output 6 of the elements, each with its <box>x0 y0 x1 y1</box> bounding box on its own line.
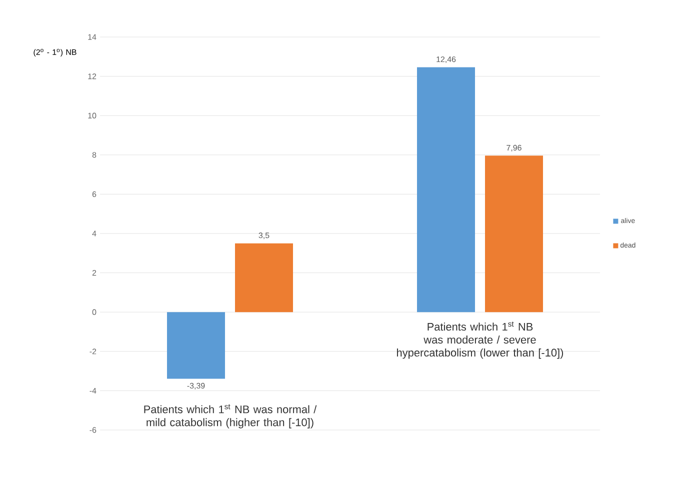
x-tick-label: Patients which 1$^{st}$ NB was moderate / severe hypercatabolism (lower than [-10]) <box>397 322 564 359</box>
bar <box>235 243 294 312</box>
bar <box>167 312 226 379</box>
x-tick-label: Patients which 1$^{st}$ NB was normal / mild catabolism (higher than [-10]) <box>144 404 317 428</box>
bar <box>417 67 476 312</box>
bar <box>485 156 544 312</box>
